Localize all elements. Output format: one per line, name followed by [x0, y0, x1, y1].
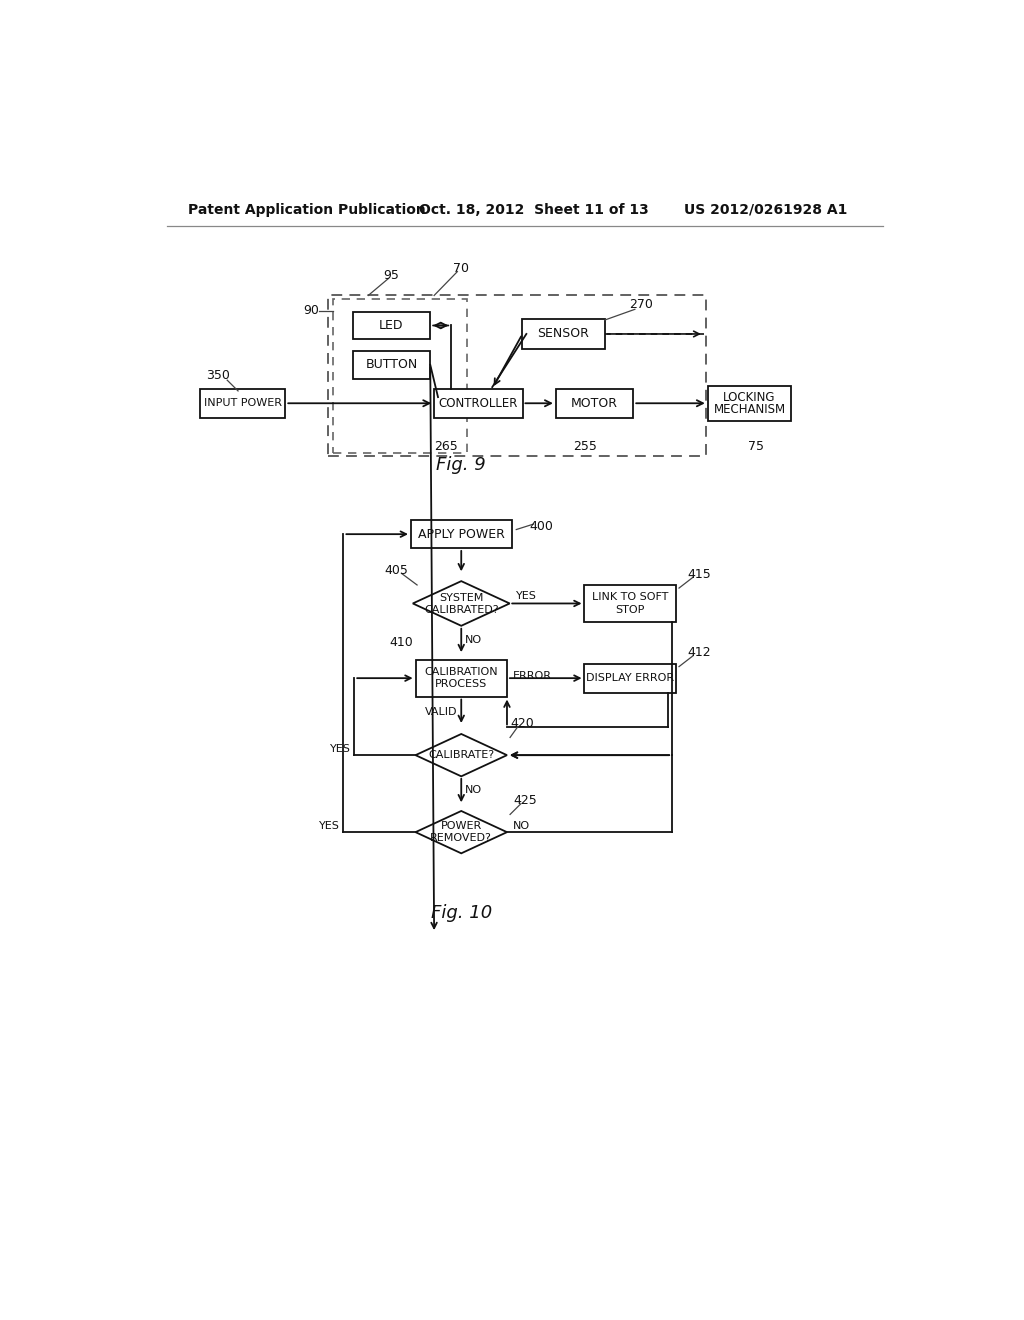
Text: APPLY POWER: APPLY POWER	[418, 528, 505, 541]
Text: 255: 255	[573, 440, 597, 453]
Text: 350: 350	[206, 370, 229, 381]
Text: SENSOR: SENSOR	[538, 327, 590, 341]
Text: DISPLAY ERROR: DISPLAY ERROR	[586, 673, 674, 684]
Text: REMOVED?: REMOVED?	[430, 833, 493, 843]
Text: NO: NO	[465, 785, 482, 795]
Text: Patent Application Publication: Patent Application Publication	[188, 203, 426, 216]
Text: ERROR: ERROR	[513, 671, 552, 681]
Text: 410: 410	[389, 636, 413, 649]
Polygon shape	[416, 734, 507, 776]
Text: CALIBRATED?: CALIBRATED?	[424, 605, 499, 615]
Text: 415: 415	[687, 568, 711, 581]
Text: 420: 420	[511, 717, 535, 730]
Text: YES: YES	[515, 591, 537, 601]
Text: POWER: POWER	[440, 821, 482, 832]
Text: 265: 265	[434, 440, 458, 453]
Text: 90: 90	[303, 305, 318, 317]
Text: Fig. 10: Fig. 10	[431, 904, 492, 921]
Text: 75: 75	[748, 440, 764, 453]
Bar	[434, 388, 523, 418]
Text: NO: NO	[513, 821, 530, 832]
Text: Fig. 9: Fig. 9	[436, 455, 486, 474]
Text: 412: 412	[687, 647, 711, 659]
Text: LINK TO SOFT: LINK TO SOFT	[592, 593, 669, 602]
Text: 425: 425	[514, 795, 538, 807]
Bar	[411, 520, 512, 548]
Text: STOP: STOP	[615, 605, 645, 615]
Text: YES: YES	[318, 821, 340, 832]
Bar	[585, 585, 676, 622]
Bar	[352, 312, 430, 339]
Bar	[200, 388, 286, 418]
Text: Oct. 18, 2012  Sheet 11 of 13: Oct. 18, 2012 Sheet 11 of 13	[419, 203, 648, 216]
Bar	[416, 660, 507, 697]
Text: LOCKING: LOCKING	[723, 391, 776, 404]
Bar	[585, 664, 676, 693]
Polygon shape	[416, 810, 507, 853]
Text: YES: YES	[330, 744, 350, 754]
Bar	[352, 351, 430, 379]
Text: 270: 270	[629, 298, 653, 312]
Text: 400: 400	[529, 520, 553, 533]
Bar	[522, 319, 604, 348]
Bar	[708, 385, 792, 421]
Text: NO: NO	[465, 635, 482, 644]
Bar	[556, 388, 633, 418]
Text: US 2012/0261928 A1: US 2012/0261928 A1	[684, 203, 848, 216]
Text: BUTTON: BUTTON	[366, 358, 418, 371]
Text: VALID: VALID	[425, 708, 458, 717]
Text: CONTROLLER: CONTROLLER	[438, 397, 518, 409]
Bar	[334, 300, 467, 453]
Text: MECHANISM: MECHANISM	[714, 403, 785, 416]
Text: PROCESS: PROCESS	[435, 680, 487, 689]
Text: SYSTEM: SYSTEM	[439, 593, 483, 603]
Bar	[328, 296, 707, 455]
Text: 405: 405	[384, 564, 409, 577]
Text: CALIBRATION: CALIBRATION	[424, 667, 498, 677]
Text: 70: 70	[454, 261, 469, 275]
Text: LED: LED	[379, 319, 403, 333]
Text: INPUT POWER: INPUT POWER	[204, 399, 282, 408]
Text: 95: 95	[384, 269, 399, 282]
Text: MOTOR: MOTOR	[571, 397, 618, 409]
Text: CALIBRATE?: CALIBRATE?	[428, 750, 495, 760]
Polygon shape	[413, 581, 510, 626]
